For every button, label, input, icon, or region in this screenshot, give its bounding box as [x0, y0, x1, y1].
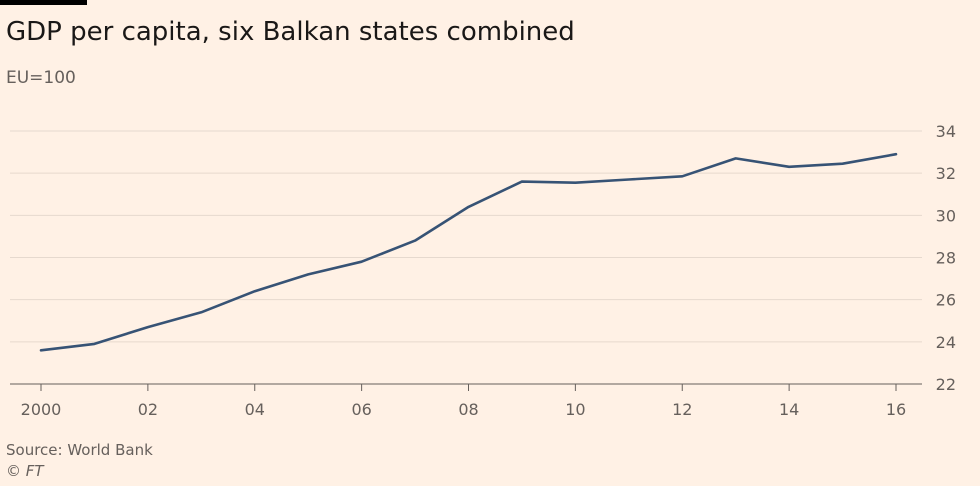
x-tick-label: 16: [886, 400, 906, 419]
chart-title: GDP per capita, six Balkan states combin…: [6, 17, 575, 47]
y-tick-label: 22: [936, 375, 956, 394]
y-tick-label: 26: [936, 291, 956, 310]
source-note: Source: World Bank: [6, 441, 153, 459]
series-group: [39, 152, 898, 352]
y-axis: 22 24 26 28 30 32 34: [936, 122, 956, 394]
chart-subtitle: EU=100: [6, 68, 76, 88]
y-tick-label: 32: [936, 164, 956, 183]
x-tick-label: 02: [138, 400, 158, 419]
copyright-note: © FT: [6, 462, 44, 480]
y-tick-label: 24: [936, 333, 956, 352]
x-tick-label: 14: [779, 400, 799, 419]
x-tick-label: 10: [565, 400, 585, 419]
x-axis: 2000 02 04 06 08 10 12 14 16: [21, 384, 906, 419]
series-line: [39, 152, 898, 352]
y-tick-label: 30: [936, 206, 956, 225]
x-tick-label: 08: [458, 400, 478, 419]
x-tick-label: 04: [245, 400, 265, 419]
x-tick-label: 06: [351, 400, 371, 419]
x-tick-label: 2000: [21, 400, 62, 419]
ft-brand-bar: [0, 0, 87, 5]
grid-lines: [10, 130, 922, 385]
x-tick-label: 12: [672, 400, 692, 419]
y-tick-label: 28: [936, 249, 956, 268]
y-tick-label: 34: [936, 122, 956, 141]
